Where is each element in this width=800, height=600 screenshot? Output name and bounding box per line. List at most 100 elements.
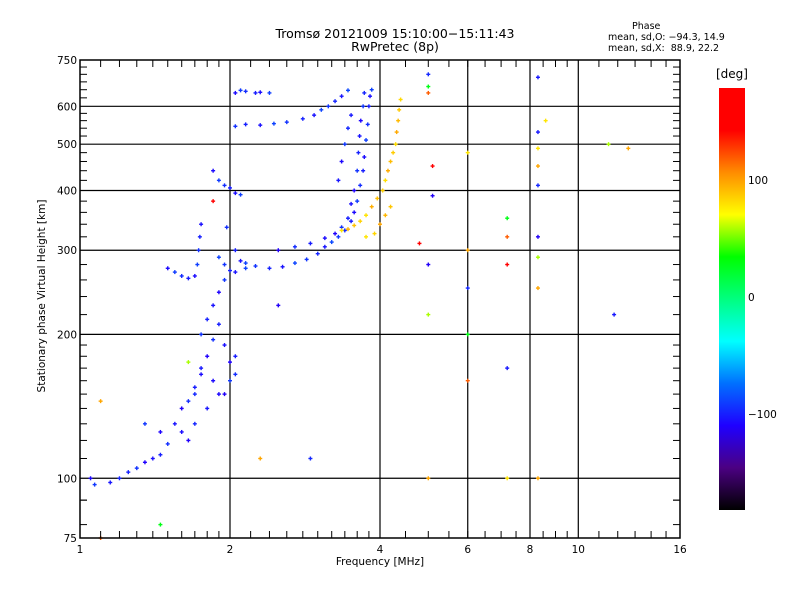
data-point (535, 164, 540, 169)
data-point (366, 104, 371, 109)
data-point (233, 191, 238, 196)
data-point (426, 84, 431, 89)
data-point (117, 476, 122, 481)
data-point (211, 337, 216, 342)
data-point (358, 183, 363, 188)
data-point (505, 262, 510, 267)
data-point (211, 168, 216, 173)
data-point (238, 192, 243, 197)
data-point (391, 150, 396, 155)
data-point (228, 268, 232, 273)
data-point (199, 222, 204, 227)
colorbar-tick-label: −100 (748, 409, 777, 422)
data-point (543, 118, 548, 123)
data-point (355, 168, 360, 173)
data-point (535, 255, 540, 260)
colorbar-unit: [deg] (716, 67, 748, 81)
data-point (186, 360, 191, 365)
data-point (375, 196, 380, 201)
data-point (505, 476, 510, 481)
data-point (369, 87, 374, 92)
chart-subtitle: RwPretec (8p) (351, 39, 439, 54)
data-point (345, 88, 350, 93)
data-point (361, 104, 366, 109)
data-point (385, 168, 390, 173)
data-point (339, 159, 344, 164)
x-tick-label: 16 (673, 544, 687, 556)
data-point (308, 456, 313, 461)
data-point (364, 138, 369, 143)
data-point (349, 113, 354, 118)
data-point (158, 522, 163, 527)
data-point (238, 88, 243, 93)
data-point (394, 130, 399, 135)
colorbar (719, 88, 745, 510)
data-point (322, 236, 327, 241)
data-point (364, 234, 369, 239)
data-point (284, 120, 289, 125)
y-tick-label: 500 (57, 139, 77, 151)
data-point (358, 118, 363, 123)
data-point (199, 366, 204, 371)
data-point (179, 273, 184, 278)
data-point (349, 219, 354, 224)
data-point (352, 188, 357, 193)
data-point (267, 266, 272, 271)
data-point (258, 123, 263, 128)
data-point (276, 303, 281, 308)
y-tick-label: 100 (57, 473, 77, 485)
data-point (211, 303, 216, 308)
data-point (535, 183, 540, 188)
data-point (142, 421, 147, 426)
data-point (222, 392, 227, 397)
x-tick-label: 1 (77, 544, 84, 556)
data-point (535, 286, 540, 291)
data-point (253, 264, 258, 269)
data-point (312, 113, 317, 118)
data-point (626, 146, 631, 151)
data-point (243, 89, 248, 94)
data-point (233, 90, 238, 95)
data-point (243, 122, 248, 127)
data-point (216, 290, 221, 295)
data-point (233, 270, 238, 275)
data-point (326, 104, 331, 109)
data-point (336, 178, 341, 183)
data-point (280, 264, 285, 269)
data-point (356, 150, 361, 155)
data-point (228, 378, 232, 383)
data-point (199, 332, 204, 337)
data-point (186, 399, 191, 404)
data-point (426, 72, 431, 77)
plot-frame (79, 59, 681, 539)
x-tick-label: 4 (377, 544, 384, 556)
data-point (205, 354, 210, 359)
data-point (258, 456, 263, 461)
data-point (126, 470, 131, 475)
data-point (349, 201, 354, 206)
data-point (505, 366, 510, 371)
data-point (333, 99, 338, 104)
data-point (430, 164, 435, 169)
data-point (233, 124, 238, 129)
data-point (319, 107, 324, 112)
data-point (465, 248, 470, 253)
y-tick-label: 600 (57, 101, 77, 113)
data-point (336, 234, 341, 239)
data-point (396, 118, 401, 123)
data-point (233, 248, 238, 253)
data-point (361, 168, 366, 173)
data-point (216, 178, 221, 183)
data-point (417, 241, 422, 246)
data-point (339, 228, 344, 233)
data-point (196, 248, 201, 253)
data-point (357, 134, 362, 139)
data-point (465, 378, 470, 383)
data-point (216, 392, 221, 397)
data-point (233, 372, 238, 377)
data-point (322, 244, 327, 249)
data-point (172, 421, 177, 426)
data-point (606, 142, 611, 147)
data-point (535, 234, 540, 239)
